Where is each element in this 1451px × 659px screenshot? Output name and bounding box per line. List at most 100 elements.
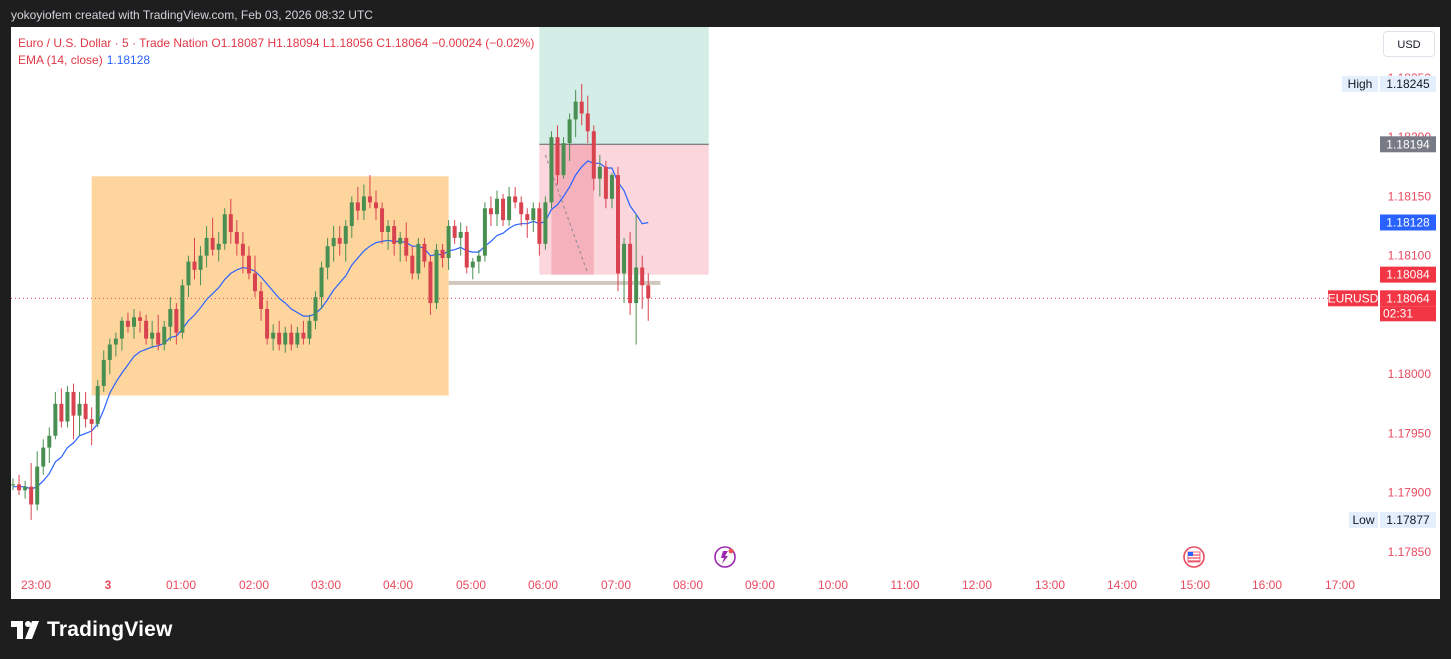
- time-tick-label: 15:00: [1180, 578, 1210, 592]
- candle-up: [95, 380, 100, 428]
- symbol-ohlc-line[interactable]: Euro / U.S. Dollar · 5 · Trade Nation O1…: [18, 36, 535, 50]
- price-tag: 1.18084: [1380, 266, 1436, 283]
- candle-body: [367, 196, 372, 203]
- candle-down: [301, 320, 306, 345]
- time-tick-label: 23:00: [21, 578, 51, 592]
- candle-body: [71, 391, 76, 416]
- candle-up: [573, 89, 578, 138]
- candle-body: [622, 243, 627, 274]
- candle-up: [222, 208, 227, 250]
- candle-up: [132, 308, 136, 339]
- currency-button[interactable]: USD: [1383, 31, 1435, 57]
- candle-down: [277, 320, 282, 351]
- candle-down: [591, 125, 596, 191]
- candle-body: [119, 320, 124, 339]
- candle-up: [113, 332, 118, 357]
- candle-down: [337, 226, 342, 256]
- candle-up: [216, 231, 221, 262]
- candle-down: [17, 474, 22, 495]
- candle-body: [41, 447, 46, 467]
- candle-up: [283, 326, 288, 353]
- us-flag-event-icon[interactable]: [1183, 546, 1205, 568]
- candle-body: [549, 137, 554, 203]
- candle-up: [561, 137, 566, 179]
- tradingview-logo[interactable]: TradingView: [11, 612, 173, 648]
- candle-up: [101, 350, 106, 392]
- candle-body: [234, 231, 239, 244]
- time-tick-label: 10:00: [818, 578, 848, 592]
- candle-body: [464, 231, 469, 268]
- candle-body: [410, 255, 415, 274]
- candle-body: [488, 208, 493, 215]
- candle-body: [513, 196, 518, 203]
- candle-up: [343, 220, 348, 262]
- candle-up: [361, 184, 366, 221]
- candle-body: [107, 344, 112, 360]
- candle-up: [313, 291, 318, 330]
- time-axis[interactable]: 23:00 3 01:00 02:00 03:00 04:00 05:00 06:00 07:0…: [21, 578, 1355, 592]
- ema-legend-line[interactable]: EMA (14, close) 1.18128: [18, 52, 534, 69]
- candle-down: [83, 391, 88, 428]
- candle-up: [325, 237, 330, 280]
- candle-body: [186, 261, 191, 286]
- candle-body: [11, 484, 15, 486]
- candle-body: [507, 196, 512, 221]
- support-line[interactable]: [448, 280, 661, 285]
- candle-body: [265, 308, 270, 339]
- candle-up: [271, 324, 276, 351]
- candle-body: [531, 208, 536, 221]
- candle-body: [204, 237, 209, 256]
- candle-down: [501, 194, 506, 227]
- price-tick-label: 1.17900: [1388, 486, 1432, 500]
- candle-body: [271, 332, 276, 339]
- candle-body: [301, 332, 306, 339]
- time-tick-label: 08:00: [673, 578, 703, 592]
- candle-down: [144, 314, 149, 345]
- candle-body: [95, 385, 100, 424]
- price-tick-label: 1.17950: [1388, 426, 1432, 440]
- chart-area[interactable]: 23:00 3 01:00 02:00 03:00 04:00 05:00 06:00 07:0…: [11, 27, 1440, 599]
- candle-body: [313, 297, 318, 321]
- candle-body: [603, 166, 608, 199]
- target-zone[interactable]: [539, 27, 709, 145]
- time-tick-label: 02:00: [239, 578, 269, 592]
- candle-up: [180, 279, 185, 339]
- candle-down: [513, 186, 518, 209]
- tradingview-wordmark: TradingView: [47, 618, 173, 641]
- candle-body: [174, 308, 179, 333]
- candle-body: [192, 261, 197, 270]
- candle-up: [162, 320, 167, 351]
- candle-up: [476, 249, 481, 274]
- price-tick-label: 1.18150: [1388, 189, 1432, 203]
- ema-layer: [13, 160, 649, 490]
- price-chart[interactable]: 23:00 3 01:00 02:00 03:00 04:00 05:00 06:00 07:0…: [11, 27, 1440, 599]
- candle-body: [101, 359, 106, 386]
- candle-body: [374, 202, 378, 209]
- tradingview-logo-icon: [11, 621, 39, 639]
- candle-up: [531, 202, 536, 232]
- event-icons[interactable]: [714, 546, 1205, 568]
- candle-body: [144, 320, 149, 339]
- price-tag-label: High: [1348, 77, 1373, 91]
- candle-body: [609, 175, 614, 199]
- candle-down: [440, 243, 445, 268]
- candle-up: [65, 385, 70, 428]
- candle-body: [17, 484, 22, 491]
- candle-body: [180, 285, 185, 333]
- candle-body: [259, 291, 264, 309]
- candle-up: [150, 320, 155, 349]
- ema-line: [13, 160, 649, 490]
- time-tick-label: 05:00: [456, 578, 486, 592]
- candle-body: [380, 208, 385, 232]
- range-box[interactable]: [91, 176, 449, 396]
- candle-up: [622, 237, 627, 304]
- candle-up: [349, 196, 354, 238]
- candle-up: [495, 190, 499, 227]
- candle-up: [609, 172, 614, 209]
- candle-body: [567, 119, 572, 144]
- drawing-layer[interactable]: [11, 27, 1378, 396]
- candle-down: [628, 231, 633, 315]
- candle-body: [458, 231, 463, 238]
- price-tag-value: 1.17877: [1386, 513, 1430, 527]
- dividend-event-icon[interactable]: [714, 546, 736, 568]
